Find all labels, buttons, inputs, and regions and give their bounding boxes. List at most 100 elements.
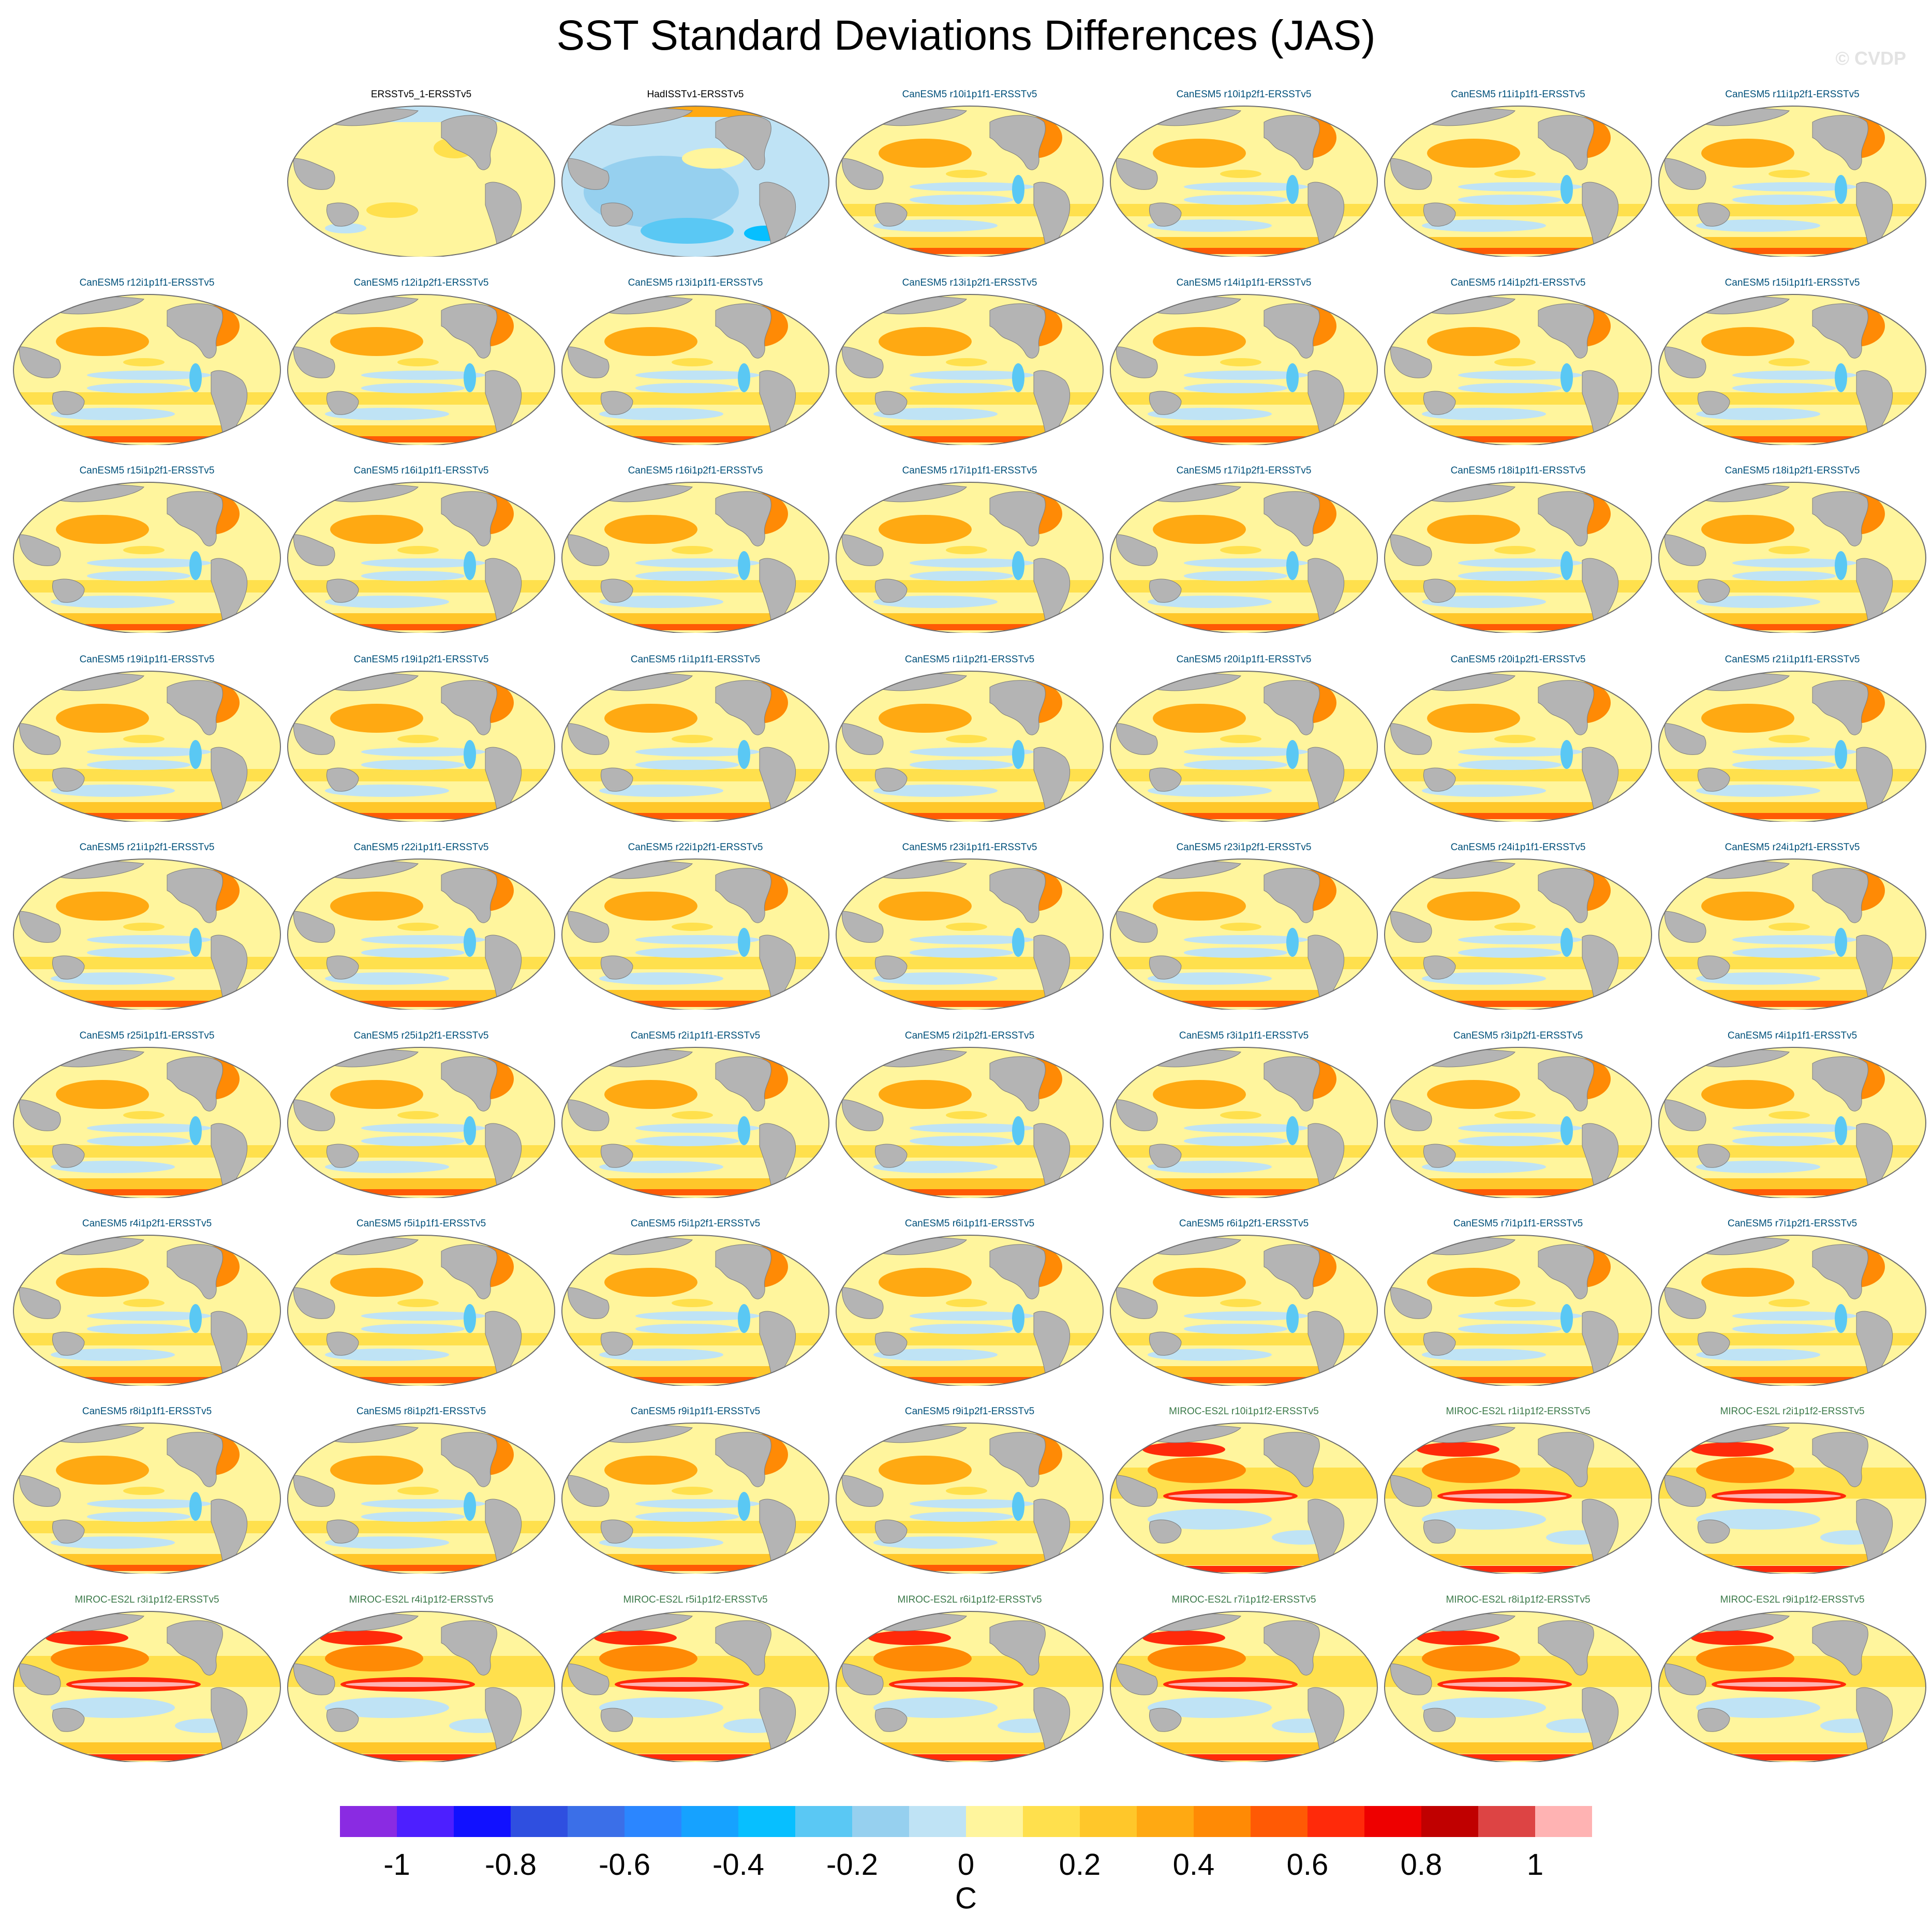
panel-title: MIROC-ES2L r8i1p1f2-ERSSTv5 <box>1446 1594 1591 1605</box>
map-panel: MIROC-ES2L r7i1p1f2-ERSSTv5 <box>1106 1592 1381 1763</box>
colorbar-box <box>1307 1806 1364 1837</box>
map-panel: MIROC-ES2L r2i1p1f2-ERSSTv5 <box>1655 1404 1930 1575</box>
map-panel: CanESM5 r8i1p2f1-ERSSTv5 <box>284 1404 559 1575</box>
map-image <box>1384 106 1652 257</box>
map-panel: CanESM5 r11i1p2f1-ERSSTv5 <box>1655 87 1930 258</box>
colorbar-box <box>795 1806 852 1837</box>
colorbar-tick-label: -1 <box>383 1848 410 1882</box>
map-image <box>1110 671 1378 822</box>
panel-title: ERSSTv5_1-ERSSTv5 <box>370 89 472 100</box>
colorbar-box <box>1080 1806 1137 1837</box>
map-image <box>1658 671 1926 822</box>
map-image <box>836 671 1104 822</box>
panel-title: CanESM5 r21i1p2f1-ERSSTv5 <box>79 842 215 853</box>
map-image <box>1658 106 1926 257</box>
colorbar-box <box>625 1806 681 1837</box>
map-panel: CanESM5 r24i1p1f1-ERSSTv5 <box>1380 840 1656 1011</box>
panel-title: CanESM5 r23i1p1f1-ERSSTv5 <box>902 842 1037 853</box>
map-panel: CanESM5 r2i1p2f1-ERSSTv5 <box>832 1028 1107 1199</box>
panel-title: CanESM5 r10i1p2f1-ERSSTv5 <box>1176 89 1312 100</box>
panel-title: CanESM5 r9i1p2f1-ERSSTv5 <box>904 1406 1035 1417</box>
panel-title: CanESM5 r24i1p2f1-ERSSTv5 <box>1725 842 1860 853</box>
panel-title: CanESM5 r1i1p2f1-ERSSTv5 <box>904 654 1035 665</box>
map-image <box>561 294 829 445</box>
colorbar: C -1 -0.8 -0.6 -0.4 -0.2 0 0.2 0.4 0.6 0.8 1 <box>0 1806 1932 1925</box>
map-image <box>287 1235 555 1386</box>
colorbar-box <box>454 1806 511 1837</box>
colorbar-box <box>511 1806 568 1837</box>
colorbar-tick-label: 0.2 <box>1059 1848 1101 1882</box>
map-image <box>836 1423 1104 1574</box>
panel-title: MIROC-ES2L r6i1p1f2-ERSSTv5 <box>897 1594 1042 1605</box>
panel-title: CanESM5 r17i1p2f1-ERSSTv5 <box>1176 465 1312 476</box>
map-image <box>287 106 555 257</box>
map-image <box>13 1047 281 1198</box>
panel-title: MIROC-ES2L r3i1p1f2-ERSSTv5 <box>75 1594 219 1605</box>
map-panel: CanESM5 r22i1p2f1-ERSSTv5 <box>558 840 833 1011</box>
panel-title: CanESM5 r2i1p1f1-ERSSTv5 <box>630 1030 761 1041</box>
page-title: SST Standard Deviations Differences (JAS… <box>556 12 1376 59</box>
map-panel: CanESM5 r22i1p1f1-ERSSTv5 <box>284 840 559 1011</box>
map-panel: MIROC-ES2L r6i1p1f2-ERSSTv5 <box>832 1592 1107 1763</box>
panel-title: CanESM5 r16i1p1f1-ERSSTv5 <box>353 465 489 476</box>
map-panel: CanESM5 r12i1p1f1-ERSSTv5 <box>9 275 285 446</box>
panel-title: CanESM5 r11i1p1f1-ERSSTv5 <box>1451 89 1585 100</box>
colorbar-box <box>1194 1806 1251 1837</box>
colorbar-tick-label: -0.2 <box>826 1848 878 1882</box>
map-panel: CanESM5 r16i1p1f1-ERSSTv5 <box>284 463 559 634</box>
map-image <box>1110 294 1378 445</box>
map-panel: CanESM5 r9i1p2f1-ERSSTv5 <box>832 1404 1107 1575</box>
panel-title: CanESM5 r19i1p2f1-ERSSTv5 <box>353 654 489 665</box>
panel-title: CanESM5 r25i1p1f1-ERSSTv5 <box>79 1030 215 1041</box>
map-panel: CanESM5 r1i1p2f1-ERSSTv5 <box>832 652 1107 823</box>
map-panel: MIROC-ES2L r5i1p1f2-ERSSTv5 <box>558 1592 833 1763</box>
map-panel: CanESM5 r19i1p1f1-ERSSTv5 <box>9 652 285 823</box>
colorbar-box <box>852 1806 909 1837</box>
panel-title: CanESM5 r18i1p2f1-ERSSTv5 <box>1725 465 1860 476</box>
map-image <box>13 1611 281 1762</box>
map-panel: CanESM5 r20i1p1f1-ERSSTv5 <box>1106 652 1381 823</box>
panel-title: CanESM5 r22i1p2f1-ERSSTv5 <box>628 842 763 853</box>
colorbar-tick-label: -0.4 <box>712 1848 764 1882</box>
map-panel: MIROC-ES2L r9i1p1f2-ERSSTv5 <box>1655 1592 1930 1763</box>
map-panel: MIROC-ES2L r8i1p1f2-ERSSTv5 <box>1380 1592 1656 1763</box>
map-image <box>1110 1047 1378 1198</box>
map-panel: CanESM5 r21i1p2f1-ERSSTv5 <box>9 840 285 1011</box>
map-panel-grid: ERSSTv5_1-ERSSTv5 HadISSTv1-ERSSTv5 CanESM… <box>9 87 1930 1762</box>
map-panel: CanESM5 r14i1p2f1-ERSSTv5 <box>1380 275 1656 446</box>
map-image <box>287 294 555 445</box>
map-panel: CanESM5 r10i1p2f1-ERSSTv5 <box>1106 87 1381 258</box>
colorbar-box <box>738 1806 795 1837</box>
map-image <box>1384 1047 1652 1198</box>
map-image <box>287 1047 555 1198</box>
panel-title: CanESM5 r1i1p1f1-ERSSTv5 <box>630 654 761 665</box>
panel-title: CanESM5 r20i1p1f1-ERSSTv5 <box>1176 654 1312 665</box>
map-image <box>287 482 555 633</box>
copyright-text: © CVDP <box>1835 48 1906 69</box>
colorbar-tick-label: -0.6 <box>599 1848 650 1882</box>
panel-title: CanESM5 r13i1p2f1-ERSSTv5 <box>902 277 1037 288</box>
map-panel: CanESM5 r12i1p2f1-ERSSTv5 <box>284 275 559 446</box>
colorbar-box <box>1137 1806 1194 1837</box>
panel-title: CanESM5 r24i1p1f1-ERSSTv5 <box>1450 842 1586 853</box>
colorbar-units: C <box>955 1882 977 1915</box>
map-panel: CanESM5 r11i1p1f1-ERSSTv5 <box>1380 87 1656 258</box>
map-panel: MIROC-ES2L r10i1p1f2-ERSSTv5 <box>1106 1404 1381 1575</box>
map-panel: CanESM5 r5i1p1f1-ERSSTv5 <box>284 1216 559 1387</box>
panel-title: CanESM5 r7i1p2f1-ERSSTv5 <box>1727 1218 1857 1229</box>
map-image <box>836 482 1104 633</box>
map-image <box>13 858 281 1010</box>
map-image <box>1658 482 1926 633</box>
map-image <box>561 858 829 1010</box>
panel-title: CanESM5 r11i1p2f1-ERSSTv5 <box>1725 89 1860 100</box>
map-panel: CanESM5 r3i1p2f1-ERSSTv5 <box>1380 1028 1656 1199</box>
colorbar-tick-label: 0.4 <box>1172 1848 1215 1882</box>
map-image <box>1658 1423 1926 1574</box>
panel-title: CanESM5 r6i1p1f1-ERSSTv5 <box>904 1218 1035 1229</box>
panel-title: CanESM5 r7i1p1f1-ERSSTv5 <box>1453 1218 1583 1229</box>
map-panel: CanESM5 r13i1p2f1-ERSSTv5 <box>832 275 1107 446</box>
panel-title: MIROC-ES2L r1i1p1f2-ERSSTv5 <box>1446 1406 1591 1417</box>
panel-title: CanESM5 r8i1p2f1-ERSSTv5 <box>356 1406 486 1417</box>
map-image <box>1110 1611 1378 1762</box>
colorbar-tick-label: 1 <box>1526 1848 1544 1882</box>
